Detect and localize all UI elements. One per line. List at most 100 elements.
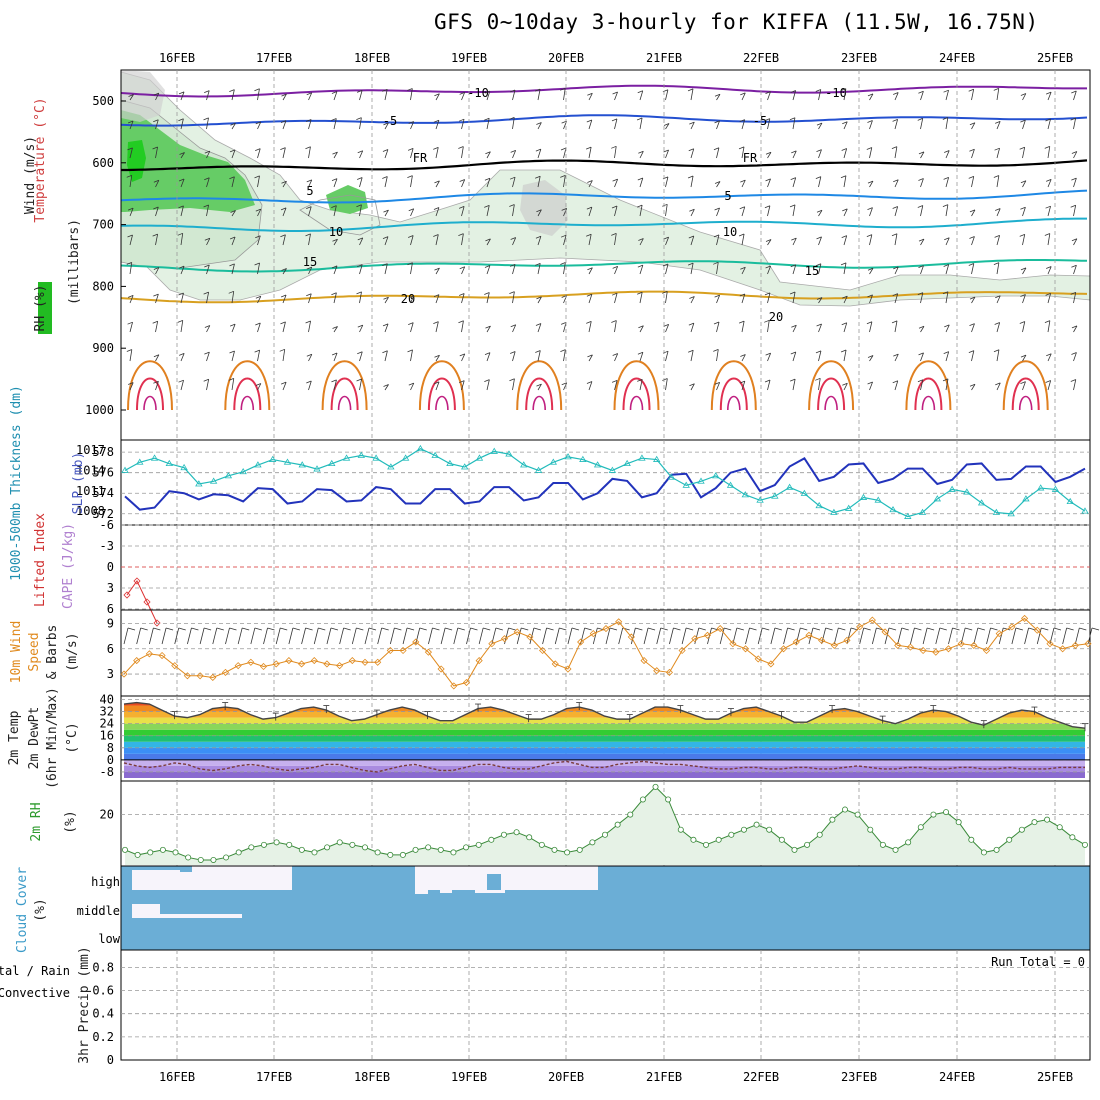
rh2m-point [614, 821, 621, 828]
wind-barb [435, 267, 440, 275]
date-label-bottom: 17FEB [256, 1070, 292, 1084]
slp-point [254, 461, 262, 468]
rh2m-point [816, 831, 823, 838]
lifted-index-label: Lifted Index [33, 513, 48, 607]
slp-point [608, 466, 617, 473]
isotherm-label: 20 [769, 310, 783, 324]
wind-barb [767, 265, 771, 275]
wind10m-point [488, 640, 496, 648]
wind10m-point [564, 665, 572, 673]
isotherm-label: 10 [329, 225, 343, 239]
wind-barb [665, 237, 669, 246]
rh2m-point [1006, 836, 1013, 843]
temp-tick: -8 [100, 765, 114, 779]
rh2m-point [298, 846, 305, 853]
wind-barb [920, 238, 925, 246]
rh2m-point [943, 809, 950, 816]
wind10m-point [805, 631, 813, 639]
wind10m-barb [478, 627, 484, 645]
wind-barb [231, 324, 236, 333]
wind-barb [129, 234, 133, 246]
slp-point [800, 489, 809, 496]
temperature-label: Temperature (°C) [33, 97, 48, 222]
wind-barb [869, 321, 873, 333]
wind-barb [741, 92, 746, 101]
wind-barb [971, 209, 976, 217]
wind-barb [155, 92, 160, 101]
wind10m-barb [922, 627, 928, 645]
wind-barb [231, 149, 236, 159]
wind-barb [869, 180, 874, 188]
precip-tick: 0.6 [92, 984, 114, 998]
temp-tick: 8 [107, 741, 114, 755]
wind-barb [180, 292, 184, 304]
wind10m-point [374, 658, 382, 666]
li-tick: -3 [100, 539, 114, 553]
wind-barb [792, 379, 796, 391]
wind10m-panel: 3 6 9 10m Wind Speed & Barbs (m/s) [9, 609, 1100, 697]
wind10m-barb [174, 627, 180, 645]
date-label-top: 19FEB [451, 51, 487, 65]
isotherm-warm [224, 360, 271, 411]
wind10m-point [691, 635, 699, 643]
rh2m-unit-label: (%) [63, 810, 78, 833]
minmax-label: (6hr Min/Max) [45, 687, 60, 789]
slp-point [830, 508, 838, 515]
wind10m-barb [783, 627, 788, 645]
isotherm-hottest [727, 395, 741, 411]
thickness-tick: 572 [92, 507, 114, 521]
rh2m-point [551, 846, 558, 853]
li-tick: -6 [100, 518, 114, 532]
wind-barb [129, 322, 133, 333]
rh2m-point [311, 849, 318, 856]
cape-label: CAPE (J/kg) [61, 523, 76, 609]
wind-barb [155, 294, 159, 304]
temp-tick: 24 [100, 717, 114, 731]
wind-barb [231, 236, 236, 246]
wind10m-point [627, 633, 635, 641]
date-label-top: 22FEB [743, 51, 779, 65]
slp-tick: 1011 [76, 484, 105, 498]
wind10m-barb [389, 627, 395, 645]
wind-barb [971, 263, 975, 275]
wind-barb [894, 266, 899, 275]
wind-barb [1047, 353, 1052, 362]
wind-barb [537, 350, 541, 362]
wind-barb [792, 264, 797, 275]
wind-barb [1022, 180, 1027, 188]
rh2m-point [122, 846, 129, 853]
wind-barb [639, 151, 644, 159]
slp-point [579, 455, 587, 462]
wind10m-point [209, 673, 217, 682]
slp-point [785, 483, 794, 490]
thickness-tick: 574 [92, 486, 114, 500]
wind-barb [843, 148, 848, 159]
wind10m-point [1008, 623, 1016, 631]
wind-barb [843, 208, 848, 217]
temp-tick: 16 [100, 729, 114, 743]
wind-barb [512, 264, 516, 275]
wind-barb [435, 294, 440, 304]
wind10m-point [450, 682, 458, 690]
wind-barb [155, 206, 159, 217]
wind-barb [486, 151, 491, 159]
wind10m-barb [148, 627, 154, 645]
precip-tick: 0.2 [92, 1030, 114, 1044]
rh2m-point [980, 849, 987, 856]
li-tick: 3 [107, 581, 114, 595]
wind-barb [461, 320, 464, 333]
wind-barb [869, 355, 874, 362]
wind10m-point [221, 668, 230, 676]
wind-barb [563, 208, 568, 217]
wind-barb [461, 233, 464, 246]
wind-barb [359, 177, 363, 188]
wind-barb [894, 179, 899, 188]
slp-point [549, 458, 558, 465]
wind-barb [231, 378, 235, 391]
wind10m-barb [973, 627, 979, 645]
slp-point [1022, 495, 1030, 502]
date-label-bottom: 18FEB [354, 1070, 390, 1084]
rh2m-area [125, 786, 1085, 865]
millibars-label: (millibars) [67, 219, 82, 305]
wind-barb [1022, 147, 1026, 159]
